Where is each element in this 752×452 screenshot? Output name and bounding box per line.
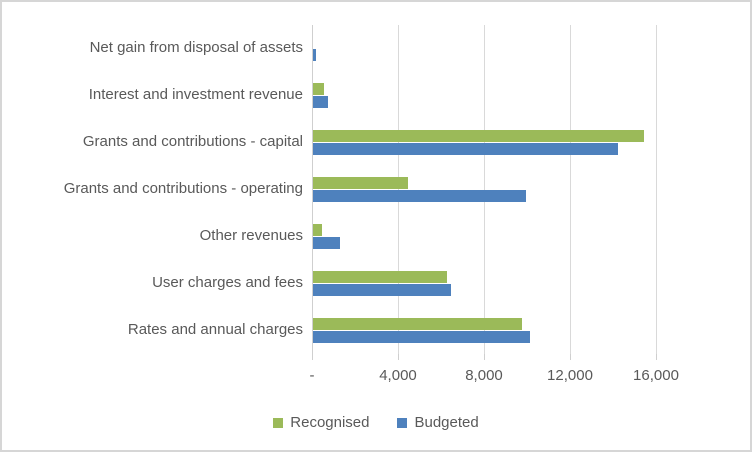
x-tick-label: 4,000 (379, 367, 417, 384)
x-tick-label: 12,000 (547, 367, 593, 384)
bar-recognised (313, 318, 522, 330)
category-label: Rates and annual charges (127, 321, 303, 339)
bar-recognised (313, 130, 644, 142)
bar-budgeted (313, 331, 530, 343)
legend-swatch-icon (397, 417, 408, 428)
axis-tick (484, 354, 485, 360)
category-label: Net gain from disposal of assets (89, 39, 303, 57)
legend-label: Recognised (290, 414, 370, 431)
axis-tick (398, 354, 399, 360)
bar-budgeted (313, 49, 316, 61)
value-axis-line (312, 25, 313, 354)
legend-item-recognised: Recognised (273, 414, 369, 431)
axis-tick (312, 354, 313, 360)
category-label: Other revenues (199, 227, 303, 245)
chart-legend: Recognised Budgeted (2, 414, 750, 431)
category-label: User charges and fees (152, 274, 303, 292)
gridline (484, 25, 485, 354)
gridline (398, 25, 399, 354)
legend-item-budgeted: Budgeted (397, 414, 479, 431)
gridline (570, 25, 571, 354)
legend-swatch-icon (273, 417, 284, 428)
x-tick-label: 16,000 (633, 367, 679, 384)
bar-budgeted (313, 143, 618, 155)
bar-recognised (313, 224, 322, 236)
bar-budgeted (313, 190, 526, 202)
axis-tick (656, 354, 657, 360)
gridline (656, 25, 657, 354)
axis-tick (570, 354, 571, 360)
bar-recognised (313, 271, 447, 283)
bar-recognised (313, 177, 408, 189)
bar-budgeted (313, 284, 451, 296)
bar-budgeted (313, 237, 340, 249)
category-label: Grants and contributions - operating (63, 180, 303, 198)
x-tick-label: - (309, 367, 315, 384)
legend-label: Budgeted (414, 414, 479, 431)
category-label: Grants and contributions - capital (82, 133, 303, 151)
bar-budgeted (313, 96, 328, 108)
category-label: Interest and investment revenue (88, 86, 303, 104)
x-tick-label: 8,000 (465, 367, 503, 384)
bar-recognised (313, 83, 324, 95)
